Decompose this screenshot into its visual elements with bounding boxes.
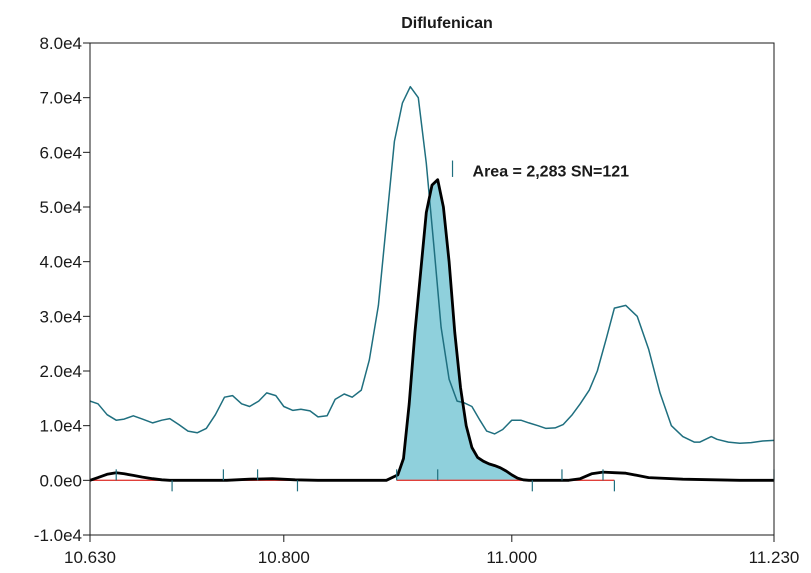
y-tick-label-8: 7.0e4 [39, 89, 82, 108]
y-tick-label-3: 2.0e4 [39, 362, 82, 381]
series-quant-trace [90, 178, 774, 482]
series-reference-trace [90, 85, 774, 444]
y-tick-label-7: 6.0e4 [39, 143, 82, 162]
y-tick-label-2: 1.0e4 [39, 417, 82, 436]
y-tick-label-1: 0.0e0 [39, 471, 82, 490]
y-tick-label-4: 3.0e4 [39, 307, 82, 326]
plot-frame [89, 42, 775, 536]
chart-title: Diflufenican [401, 15, 493, 32]
y-tick-label-0: -1.0e4 [34, 526, 82, 545]
peak-annotation: Area = 2,283 SN=121 [473, 164, 630, 181]
integrated-peak-area [396, 179, 533, 481]
x-tick-label-1: 10.800 [258, 548, 310, 567]
plot-area [90, 85, 774, 482]
x-tick-label-2: 11.000 [486, 548, 537, 567]
x-tick-label-0: 10.630 [64, 548, 116, 567]
y-tick-label-9: 8.0e4 [39, 34, 82, 53]
y-tick-label-5: 4.0e4 [39, 253, 82, 272]
x-tick-label-3: 11.230 [749, 548, 800, 567]
y-tick-label-6: 5.0e4 [39, 198, 82, 217]
